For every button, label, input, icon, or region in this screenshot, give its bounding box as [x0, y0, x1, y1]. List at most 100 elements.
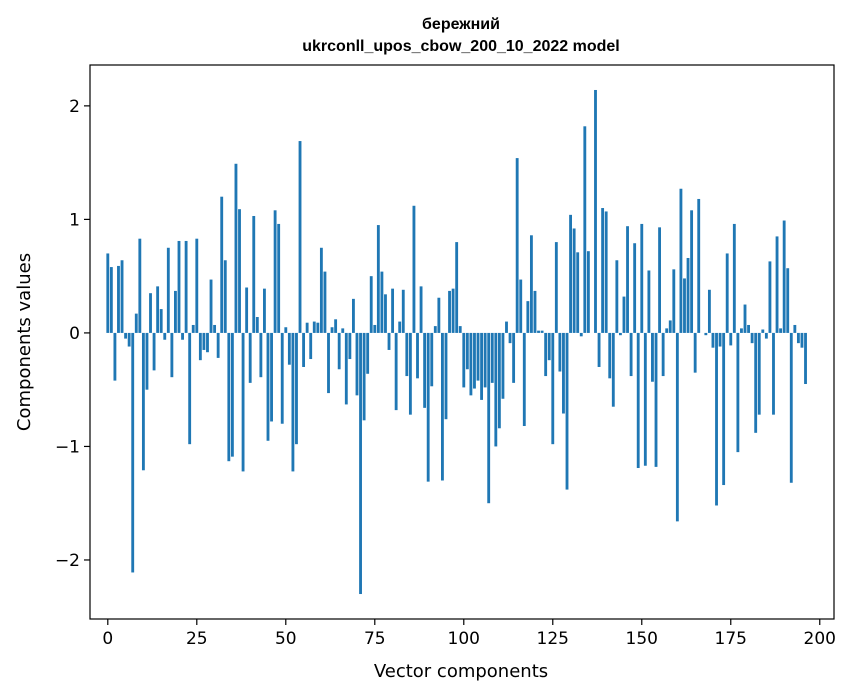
bar-195 [800, 332, 804, 348]
bar-46 [270, 332, 273, 422]
bar-191 [786, 268, 790, 333]
bar-126 [554, 242, 558, 333]
x-tick-label: 200 [804, 629, 836, 649]
bar-54 [298, 141, 302, 333]
bar-82 [398, 321, 402, 333]
bar-149 [636, 332, 640, 469]
bar-129 [565, 332, 569, 490]
bar-95 [444, 332, 448, 420]
bar-158 [668, 320, 672, 333]
bar-68 [348, 332, 352, 360]
bar-33 [223, 260, 227, 333]
bar-45 [266, 332, 270, 441]
bar-169 [707, 289, 711, 333]
bar-59 [316, 322, 320, 333]
bar-90 [426, 332, 430, 482]
bar-120 [533, 290, 537, 333]
bar-83 [401, 289, 405, 333]
bar-58 [312, 321, 316, 333]
bar-36 [234, 163, 238, 333]
bar-12 [149, 293, 152, 333]
bar-2 [113, 332, 117, 381]
bar-109 [494, 332, 498, 447]
bar-10 [141, 332, 145, 471]
bar-37 [238, 209, 241, 333]
bar-47 [273, 210, 277, 333]
bar-26 [198, 332, 202, 361]
bar-189 [779, 328, 783, 333]
bar-190 [782, 220, 786, 333]
bar-67 [344, 332, 348, 405]
x-tick-label: 125 [537, 629, 569, 649]
x-tick-label: 0 [102, 629, 113, 649]
bar-100 [462, 332, 466, 388]
bar-146 [626, 226, 629, 333]
bar-142 [611, 332, 615, 407]
bar-27 [202, 332, 206, 350]
bar-93 [437, 297, 441, 333]
bar-171 [715, 332, 718, 506]
bar-177 [736, 332, 740, 453]
bar-154 [654, 332, 658, 467]
bar-44 [263, 288, 266, 333]
bar-92 [433, 326, 437, 333]
bar-106 [483, 332, 487, 388]
bar-84 [405, 332, 409, 377]
bar-144 [618, 332, 622, 336]
bar-194 [796, 332, 800, 344]
bar-14 [156, 286, 160, 333]
plot-frame [89, 64, 835, 620]
x-tick-label: 50 [275, 629, 297, 649]
bar-34 [227, 332, 231, 462]
bar-168 [704, 332, 708, 336]
chart-title-line2: ukrconll_upos_cbow_200_10_2022 model [302, 38, 619, 55]
bar-174 [725, 253, 729, 333]
bar-175 [729, 332, 733, 346]
bar-1 [109, 267, 113, 333]
bar-13 [152, 332, 156, 371]
bar-170 [711, 332, 715, 348]
bar-41 [252, 215, 256, 333]
bar-76 [376, 225, 380, 333]
bar-139 [601, 208, 605, 333]
bar-105 [480, 332, 484, 400]
bar-196 [804, 332, 807, 385]
bar-181 [750, 332, 754, 344]
bar-15 [159, 309, 163, 333]
bar-134 [583, 126, 587, 333]
x-tick-label: 75 [364, 629, 386, 649]
y-tick-label: 2 [69, 97, 80, 117]
x-tick-label: 100 [448, 629, 480, 649]
bar-164 [690, 210, 694, 333]
bar-63 [330, 327, 334, 333]
bar-62 [327, 332, 330, 394]
bar-141 [608, 332, 612, 379]
bar-48 [277, 223, 281, 333]
bar-98 [455, 242, 459, 333]
bar-57 [309, 332, 313, 360]
bar-153 [651, 332, 654, 382]
bar-172 [718, 332, 722, 347]
bar-127 [558, 332, 562, 372]
bar-80 [391, 288, 395, 333]
bar-110 [497, 332, 501, 429]
bar-163 [686, 257, 690, 333]
x-axis: 0 25 50 75 100 125 150 175 200 [102, 619, 836, 649]
bar-73 [366, 332, 370, 374]
bar-131 [572, 228, 576, 333]
bar-11 [145, 332, 149, 390]
bar-162 [683, 278, 686, 333]
bar-22 [184, 240, 188, 333]
bar-74 [369, 276, 373, 333]
bar-85 [408, 332, 412, 415]
bar-77 [380, 271, 384, 333]
y-axis: −2 −1 0 1 2 [55, 97, 90, 571]
bar-150 [640, 223, 644, 333]
bar-183 [757, 332, 761, 415]
bar-161 [679, 188, 683, 333]
bar-35 [230, 332, 234, 457]
bar-52 [291, 332, 295, 472]
bar-6 [127, 332, 131, 347]
x-tick-label: 25 [186, 629, 208, 649]
bar-108 [490, 332, 494, 383]
